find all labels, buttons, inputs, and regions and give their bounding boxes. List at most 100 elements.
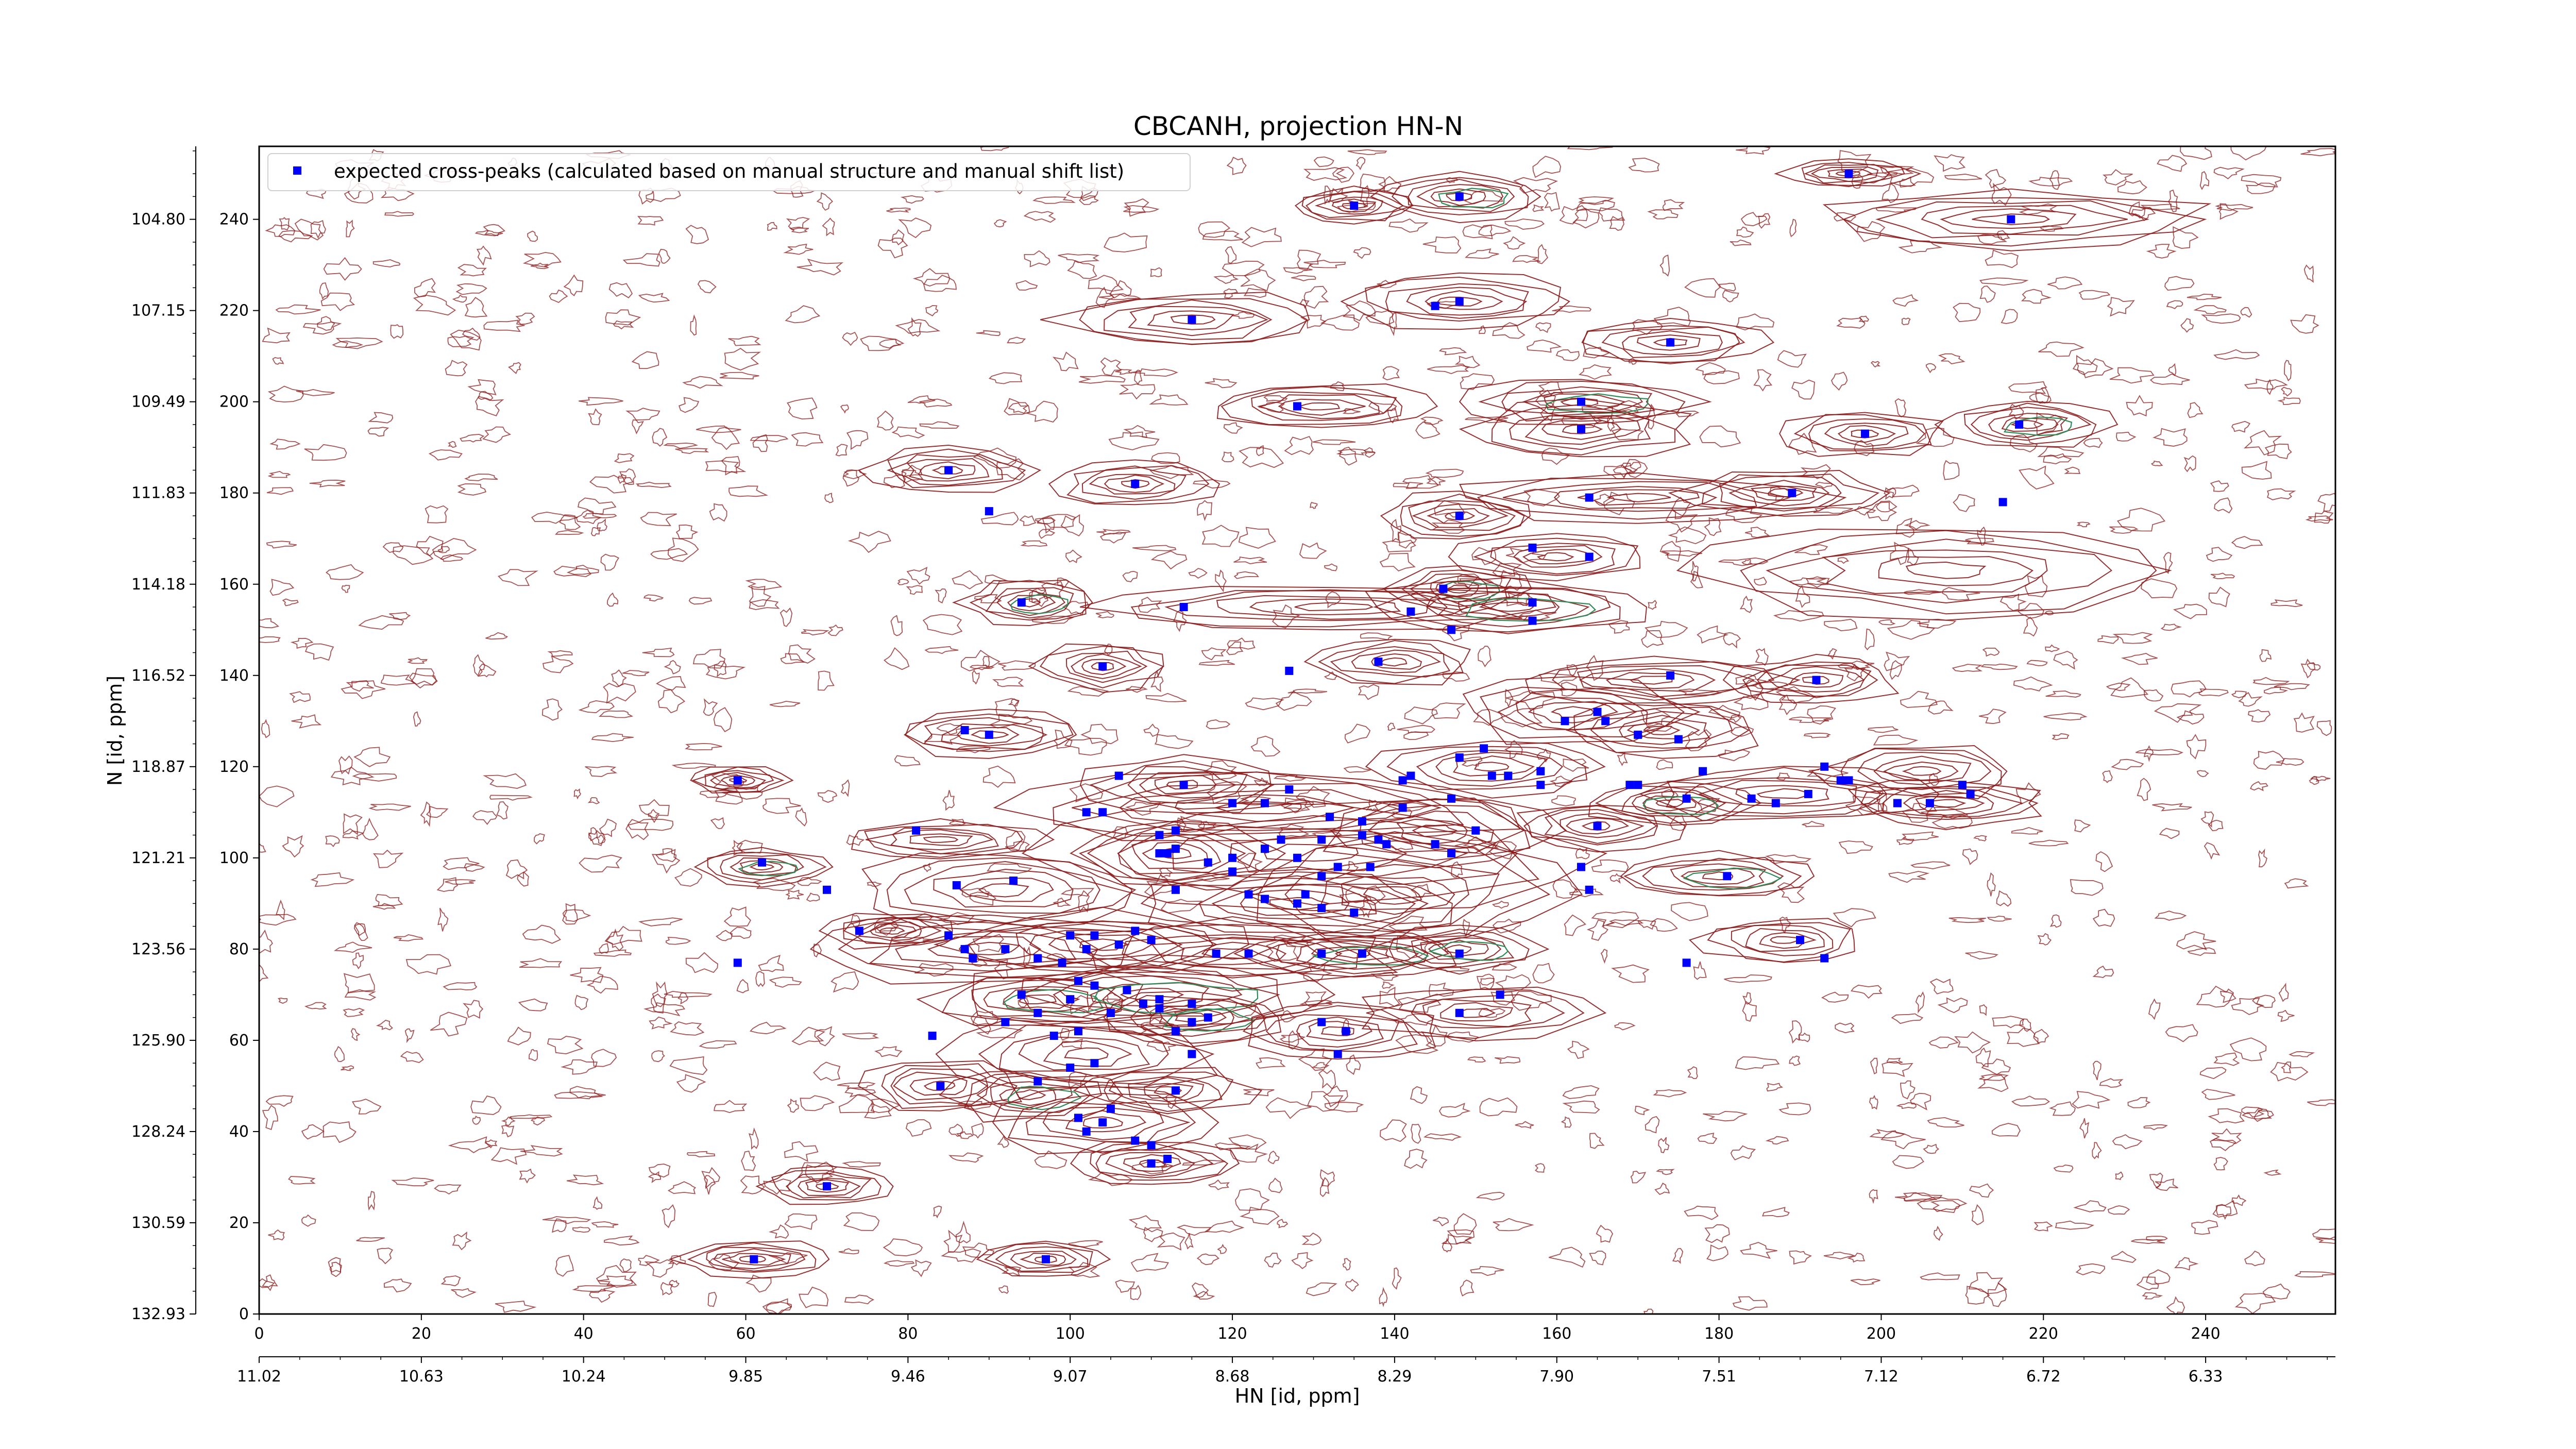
noise-contour bbox=[1504, 218, 1545, 230]
noise-contour bbox=[972, 934, 1005, 952]
noise-contour bbox=[1078, 375, 1126, 384]
noise-contour bbox=[1134, 369, 1143, 385]
noise-contour bbox=[1504, 740, 1523, 760]
y-tick-label: 160 bbox=[219, 576, 249, 594]
noise-contour bbox=[655, 676, 686, 691]
peak-contour bbox=[1550, 706, 1595, 718]
noise-contour bbox=[1347, 149, 1387, 155]
peak-contour bbox=[1198, 875, 1416, 927]
noise-contour bbox=[844, 1087, 876, 1098]
cross-peak-marker bbox=[1285, 785, 1294, 794]
noise-contour bbox=[1034, 1150, 1067, 1169]
peak-contour bbox=[1170, 314, 1216, 325]
noise-contour bbox=[762, 798, 801, 814]
noise-contour bbox=[534, 833, 545, 845]
noise-contour bbox=[1617, 752, 1628, 766]
cross-peak-marker bbox=[1131, 1136, 1140, 1145]
noise-contour bbox=[686, 1151, 716, 1158]
noise-contour bbox=[1891, 1013, 1924, 1024]
noise-contour bbox=[277, 998, 288, 1004]
noise-contour bbox=[1377, 280, 1397, 289]
noise-contour bbox=[341, 680, 386, 699]
noise-contour bbox=[2115, 431, 2137, 442]
peak-contour bbox=[1808, 418, 1926, 450]
peak-contour bbox=[1581, 821, 1611, 831]
noise-contour bbox=[1882, 182, 1899, 204]
noise-contour bbox=[884, 647, 910, 670]
x-axis-ppm: 11.02 10.63 10.24 9.85 9.46 9.07 8.68 8.29 7.90 7… bbox=[237, 1356, 2335, 1386]
noise-contour bbox=[1635, 1105, 1650, 1116]
noise-contour bbox=[1480, 978, 1495, 986]
noise-contour bbox=[824, 493, 834, 503]
cross-peak-marker bbox=[1090, 931, 1099, 940]
noise-contour bbox=[705, 664, 746, 680]
peak-contour bbox=[1370, 171, 1541, 224]
noise-contour bbox=[2229, 1037, 2267, 1062]
noise-contour bbox=[901, 469, 922, 477]
noise-contour bbox=[1537, 244, 1548, 264]
noise-contour bbox=[259, 964, 269, 983]
cross-peak-marker bbox=[1528, 616, 1537, 625]
noise-contour bbox=[906, 566, 930, 585]
noise-contour bbox=[741, 1150, 756, 1171]
peak-contour bbox=[1621, 786, 1726, 817]
noise-contour bbox=[704, 1175, 716, 1195]
peak-contour bbox=[976, 1240, 1111, 1277]
cross-peak-marker bbox=[912, 826, 921, 835]
peak-contour bbox=[1921, 205, 2128, 235]
noise-contour bbox=[1552, 305, 1592, 313]
noise-contour bbox=[2230, 146, 2267, 161]
noise-contour bbox=[2131, 1239, 2165, 1244]
noise-contour bbox=[842, 331, 858, 346]
noise-contour bbox=[269, 439, 301, 450]
noise-contour bbox=[2037, 933, 2052, 946]
legend: expected cross-peaks (calculated based o… bbox=[267, 153, 1191, 191]
noise-contour bbox=[608, 282, 633, 298]
noise-contour bbox=[1586, 919, 1608, 941]
y-ppm-tick-label: 118.87 bbox=[131, 758, 185, 776]
noise-contour bbox=[1243, 1088, 1275, 1097]
noise-contour bbox=[1303, 167, 1348, 181]
noise-contour bbox=[559, 514, 581, 530]
noise-contour bbox=[1382, 981, 1395, 989]
noise-contour bbox=[1299, 1000, 1333, 1006]
peak-contour bbox=[1142, 841, 1209, 864]
noise-contour bbox=[1728, 714, 1742, 723]
peak-contour bbox=[818, 913, 953, 950]
noise-contour bbox=[428, 449, 463, 461]
noise-contour bbox=[1343, 766, 1371, 773]
peak-contour bbox=[1553, 486, 1718, 509]
peak-contour bbox=[1087, 824, 1257, 881]
noise-contour bbox=[574, 995, 589, 1010]
peak-contour bbox=[1129, 999, 1267, 1037]
cross-peak-marker bbox=[1350, 201, 1359, 210]
noise-contour bbox=[472, 810, 498, 825]
cross-peak-marker bbox=[1074, 1027, 1082, 1036]
noise-contour bbox=[445, 360, 468, 377]
peak-contour bbox=[693, 847, 834, 888]
y-tick-label: 100 bbox=[219, 849, 249, 867]
noise-contour bbox=[291, 714, 322, 729]
noise-contour bbox=[1823, 1252, 1856, 1260]
noise-contour bbox=[1278, 690, 1312, 711]
noise-contour bbox=[2209, 1138, 2236, 1151]
noise-contour bbox=[447, 335, 474, 347]
cross-peak-marker bbox=[1998, 498, 2007, 507]
noise-contour bbox=[509, 1114, 553, 1119]
noise-contour bbox=[1979, 709, 2007, 724]
noise-contour bbox=[707, 1291, 717, 1307]
peak-contour bbox=[1835, 171, 1860, 177]
noise-contour bbox=[1937, 997, 1968, 1014]
peak-contour bbox=[1048, 459, 1221, 506]
noise-contour bbox=[625, 408, 660, 420]
noise-contour bbox=[1697, 1133, 1718, 1144]
peak-contour bbox=[1294, 186, 1413, 225]
peak-contour bbox=[1108, 1075, 1223, 1105]
noise-contour bbox=[1438, 1103, 1471, 1118]
peak-contour bbox=[1242, 1005, 1418, 1053]
noise-contour bbox=[1927, 700, 1954, 715]
noise-contour bbox=[414, 278, 436, 298]
noise-contour bbox=[701, 1167, 720, 1189]
noise-contour bbox=[692, 649, 726, 669]
noise-contour bbox=[579, 397, 623, 406]
